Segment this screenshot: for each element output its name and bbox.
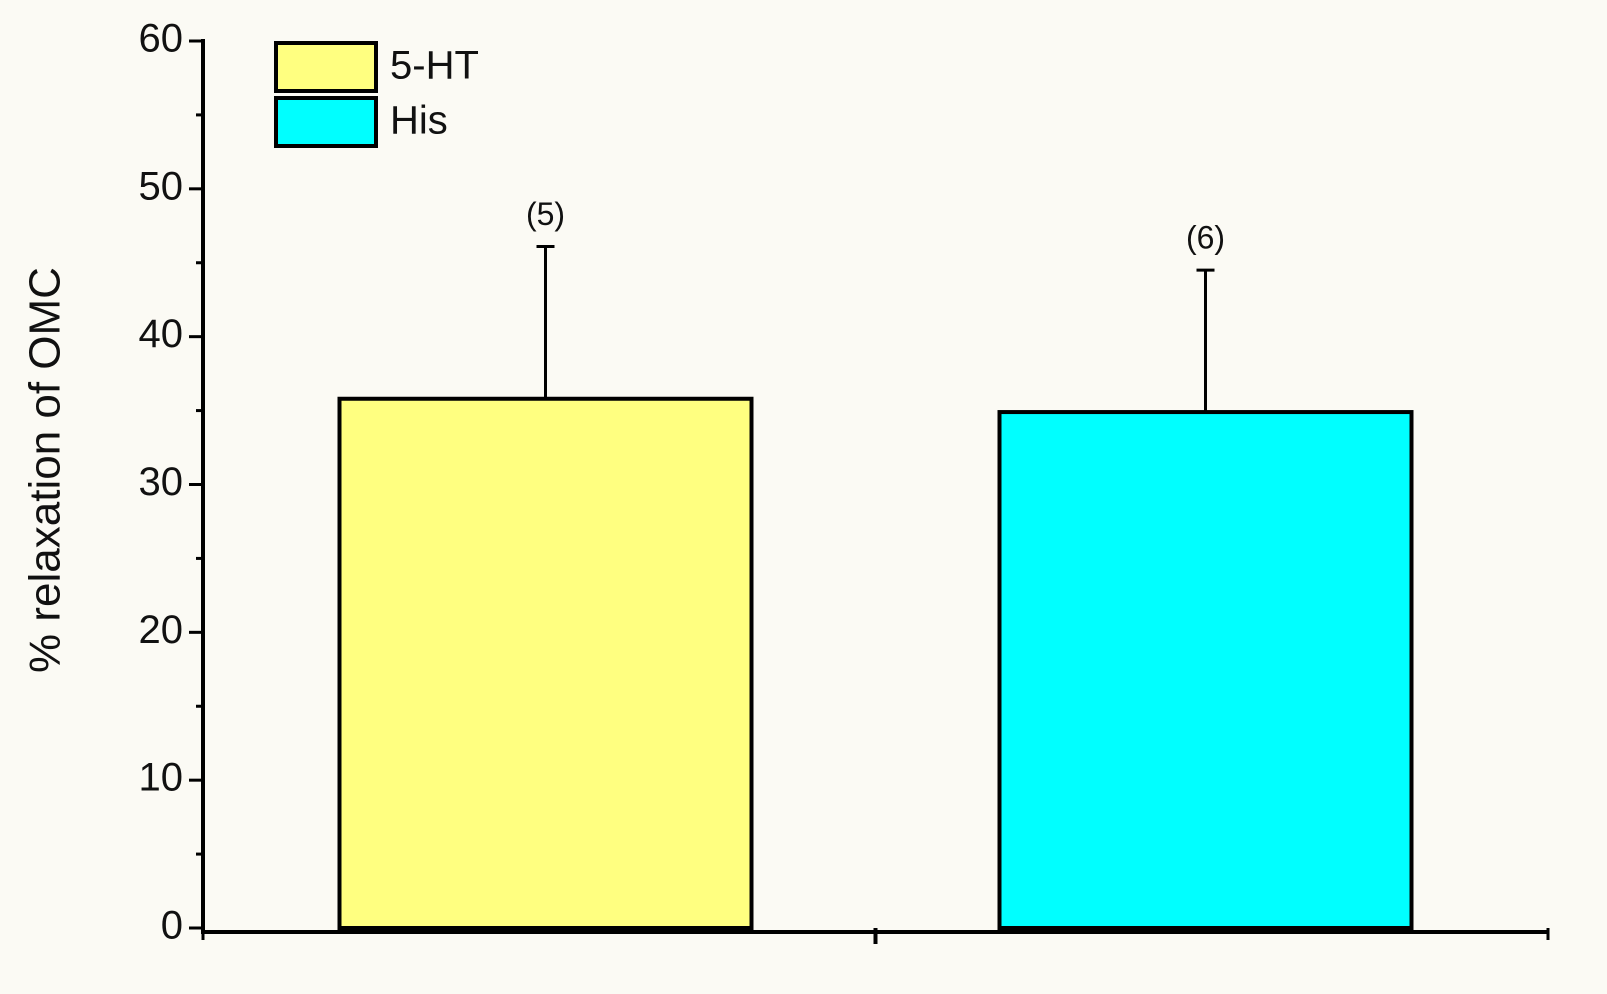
- y-axis-label: % relaxation of OMC: [21, 267, 70, 673]
- legend-label: His: [390, 99, 448, 143]
- y-tick-label: 30: [139, 460, 184, 504]
- y-tick-label: 40: [139, 312, 184, 356]
- n-label: (5): [526, 196, 565, 232]
- n-label: (6): [1186, 220, 1225, 256]
- y-tick-label: 0: [161, 904, 183, 948]
- y-tick-label: 10: [139, 756, 184, 800]
- bar: [997, 410, 1414, 931]
- y-tick-label: 50: [139, 164, 184, 208]
- y-tick-label: 20: [139, 608, 184, 652]
- bar: [337, 396, 754, 930]
- legend-label: 5-HT: [390, 44, 479, 88]
- legend-swatch: [274, 41, 378, 93]
- legend-swatch: [274, 96, 378, 148]
- y-tick-label: 60: [139, 17, 184, 61]
